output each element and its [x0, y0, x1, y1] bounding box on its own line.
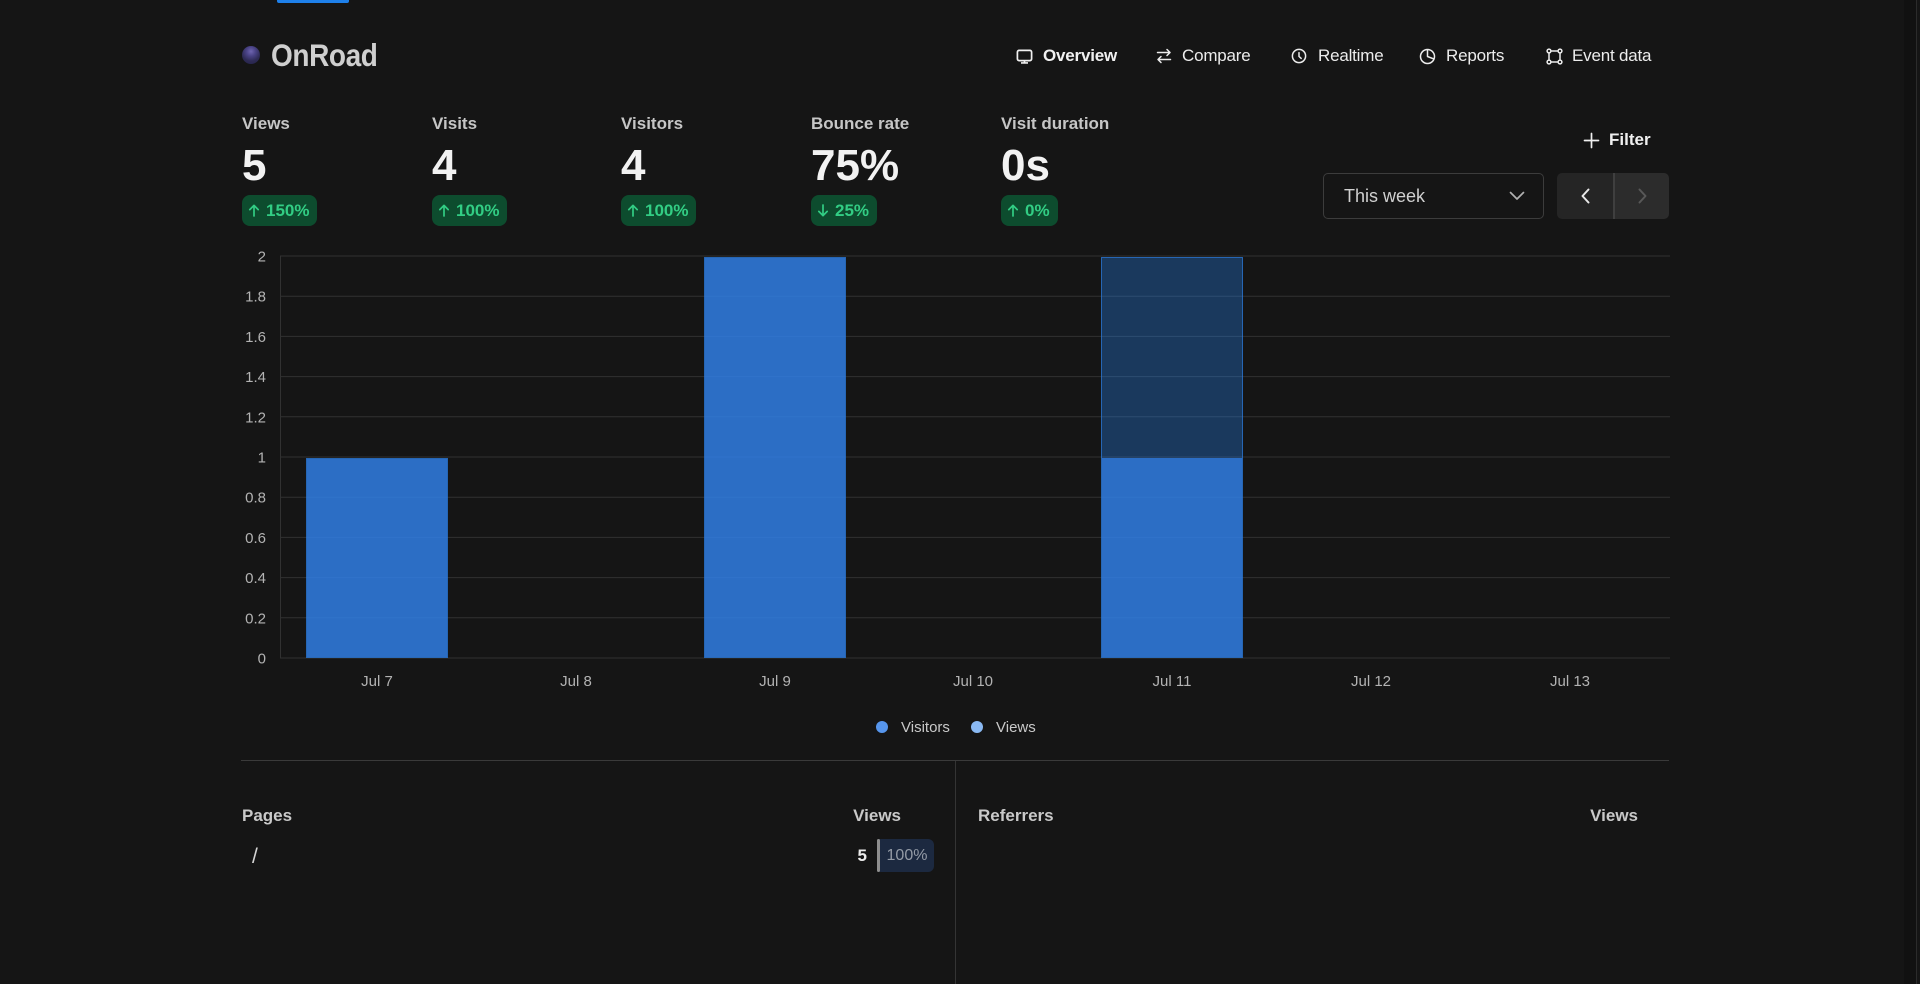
svg-text:Jul 8: Jul 8 [560, 673, 592, 690]
svg-text:Jul 11: Jul 11 [1153, 673, 1192, 690]
svg-text:0: 0 [258, 651, 266, 668]
svg-text:Jul 10: Jul 10 [953, 673, 993, 690]
svg-text:Jul 13: Jul 13 [1550, 673, 1590, 690]
svg-text:Jul 7: Jul 7 [361, 673, 393, 690]
svg-text:1.4: 1.4 [245, 369, 266, 386]
svg-text:0.8: 0.8 [245, 490, 266, 507]
svg-text:0.4: 0.4 [245, 570, 266, 587]
svg-text:2: 2 [258, 249, 266, 266]
svg-text:1.8: 1.8 [245, 289, 266, 306]
svg-text:Jul 12: Jul 12 [1351, 673, 1391, 690]
svg-text:1: 1 [258, 450, 266, 467]
svg-text:1.2: 1.2 [245, 409, 266, 426]
svg-text:1.6: 1.6 [245, 329, 266, 346]
svg-text:0.2: 0.2 [245, 610, 266, 627]
svg-text:0.6: 0.6 [245, 530, 266, 547]
svg-text:Jul 9: Jul 9 [759, 673, 791, 690]
